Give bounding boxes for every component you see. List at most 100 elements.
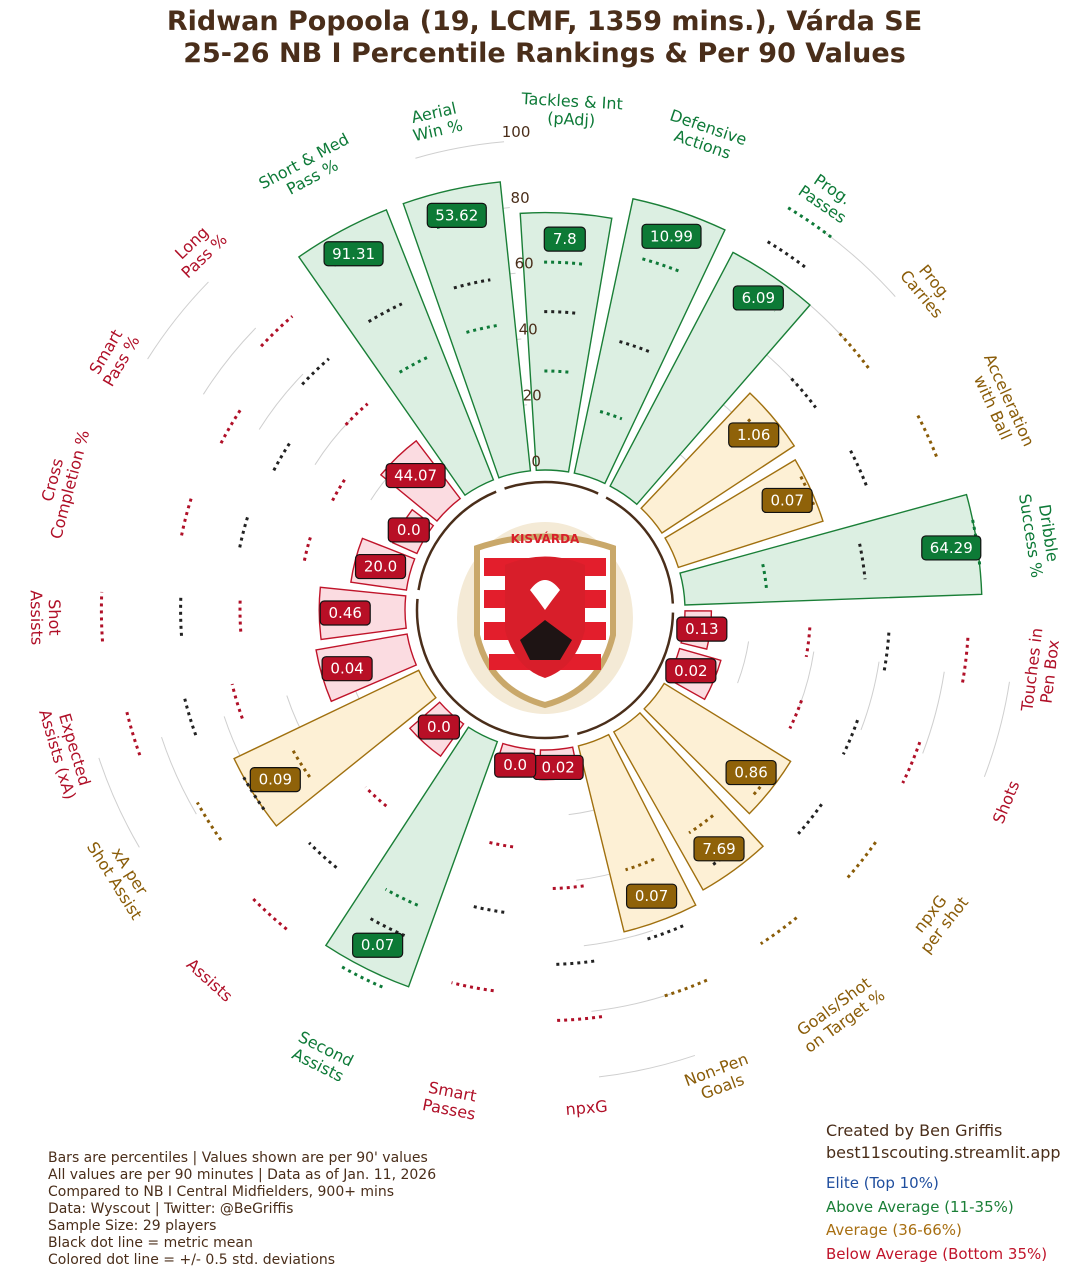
scale-tick-label: 80: [511, 189, 530, 207]
chart-notes: Bars are percentiles | Values shown are …: [48, 1150, 436, 1269]
value-label: 53.62: [435, 206, 478, 224]
credits: Created by Ben Griffis best11scouting.st…: [826, 1120, 1061, 1164]
value-box: [543, 226, 586, 252]
sd-dot-line: [466, 323, 499, 334]
reference-dots: [99, 206, 982, 1022]
value-labels: 53.627.8 10.996.091.060.0764.290.130.020.…: [249, 202, 982, 958]
scale-tick-label: 20: [523, 386, 542, 404]
group-arc: [576, 612, 675, 736]
mean-dot-line: [238, 513, 251, 548]
sd-dot-line: [219, 407, 243, 444]
mean-dot-line: [797, 803, 823, 835]
gridline-arc: [314, 419, 351, 466]
mean-dot-line: [301, 357, 330, 386]
value-box: [641, 223, 702, 249]
gridline-arc: [147, 281, 209, 360]
sd-dot-line: [230, 683, 244, 719]
sd-dot-line: [759, 916, 798, 946]
legend: Elite (Top 10%) Above Average (11-35%) A…: [826, 1172, 1047, 1266]
value-box: [732, 285, 784, 311]
metric-label: ExpectedAssists (xA): [35, 702, 97, 802]
metric-label: Prog.Passes: [795, 166, 860, 227]
sd-dot-line: [340, 965, 383, 989]
metric-label: npxGper shot: [902, 882, 972, 957]
gridline-arc: [798, 651, 815, 707]
note-line: Compared to NB I Central Midfielders, 90…: [48, 1184, 395, 1200]
mean-dot-line: [619, 340, 650, 353]
value-box: [387, 517, 430, 543]
value-box: [921, 535, 982, 561]
metric-label: SmartPass %: [83, 323, 143, 390]
sd-dot-line: [99, 591, 105, 642]
gridline-arc: [822, 230, 896, 297]
gridline-arc: [737, 641, 750, 684]
metric-label: Touches inPen Box: [1017, 627, 1064, 716]
bar: [402, 181, 532, 479]
sd-dot-line: [260, 315, 294, 348]
sd-dot-line: [344, 402, 369, 426]
value-label: 64.29: [930, 539, 973, 557]
metric-label: AerialWin %: [407, 98, 464, 145]
mean-dot-line: [182, 695, 198, 736]
note-line: Colored dot line = +/- 0.5 std. deviatio…: [48, 1252, 336, 1268]
sd-dot-line: [384, 887, 419, 907]
value-box: [249, 767, 301, 793]
crest-emblem: [520, 620, 572, 660]
value-label: 0.07: [361, 936, 394, 954]
legend-above-average: Above Average (11-35%): [826, 1197, 1014, 1216]
sd-dot-line: [180, 494, 194, 536]
metric-label: CrossCompletion %: [29, 423, 93, 541]
value-label: 1.06: [737, 426, 770, 444]
gridline-arc: [258, 373, 304, 430]
gridline-arc: [598, 1054, 696, 1078]
note-line: Data: Wyscout | Twitter: @BeGriffis: [48, 1201, 294, 1217]
sd-dot-line: [398, 356, 428, 374]
metric-label: DefensiveActions: [662, 106, 750, 167]
value-box: [728, 422, 780, 448]
gridline-arc: [983, 681, 1010, 778]
value-box: [352, 932, 404, 958]
scale-tick-label: 60: [515, 255, 534, 273]
metric-label: SecondAssists: [287, 1027, 356, 1086]
value-label: 20.0: [364, 558, 397, 576]
bar: [664, 458, 824, 569]
mean-dot-line: [544, 310, 578, 315]
crest-bird: [530, 580, 560, 610]
value-box: [354, 553, 407, 580]
mean-dot-line: [308, 841, 338, 869]
metric-label: LongPass %: [165, 217, 231, 282]
group-arc: [417, 490, 497, 591]
club-crest: KISVÁRDA 1911: [457, 522, 633, 714]
mean-dot-line: [272, 440, 293, 472]
sd-dot-line: [124, 708, 142, 756]
sd-dot-line: [291, 748, 311, 778]
gridline-arc: [98, 757, 140, 848]
value-label: 0.09: [259, 771, 292, 789]
bar: [324, 726, 499, 988]
title-line-1: Ridwan Popoola (19, LCMF, 1359 mins.), V…: [166, 6, 923, 37]
mean-dot-line: [368, 916, 406, 937]
mean-dot-line: [470, 904, 505, 914]
value-box: [676, 616, 728, 642]
chart-title: Ridwan Popoola (19, LCMF, 1359 mins.), V…: [0, 6, 1089, 70]
value-label: 0.02: [541, 758, 574, 776]
scale-tick-label: 40: [519, 321, 538, 339]
value-label: 7.8: [553, 230, 577, 248]
sd-dot-line: [838, 332, 870, 369]
value-label: 91.31: [332, 245, 375, 263]
sd-dot-line: [302, 533, 313, 561]
note-line: Bars are percentiles | Values shown are …: [48, 1150, 428, 1166]
title-line-2: 25-26 NB I Percentile Rankings & Per 90 …: [183, 38, 906, 69]
scale-tick-label: 0: [531, 452, 541, 470]
value-box: [319, 600, 371, 626]
sd-dot-line: [788, 699, 803, 730]
value-label: 0.07: [635, 887, 668, 905]
value-box: [385, 462, 446, 489]
sd-dot-line: [688, 814, 714, 835]
value-label: 6.09: [742, 289, 775, 307]
value-box: [494, 752, 537, 778]
gridline-arc: [415, 141, 505, 159]
sd-dot-line: [901, 741, 922, 784]
value-label: 0.07: [770, 491, 803, 509]
